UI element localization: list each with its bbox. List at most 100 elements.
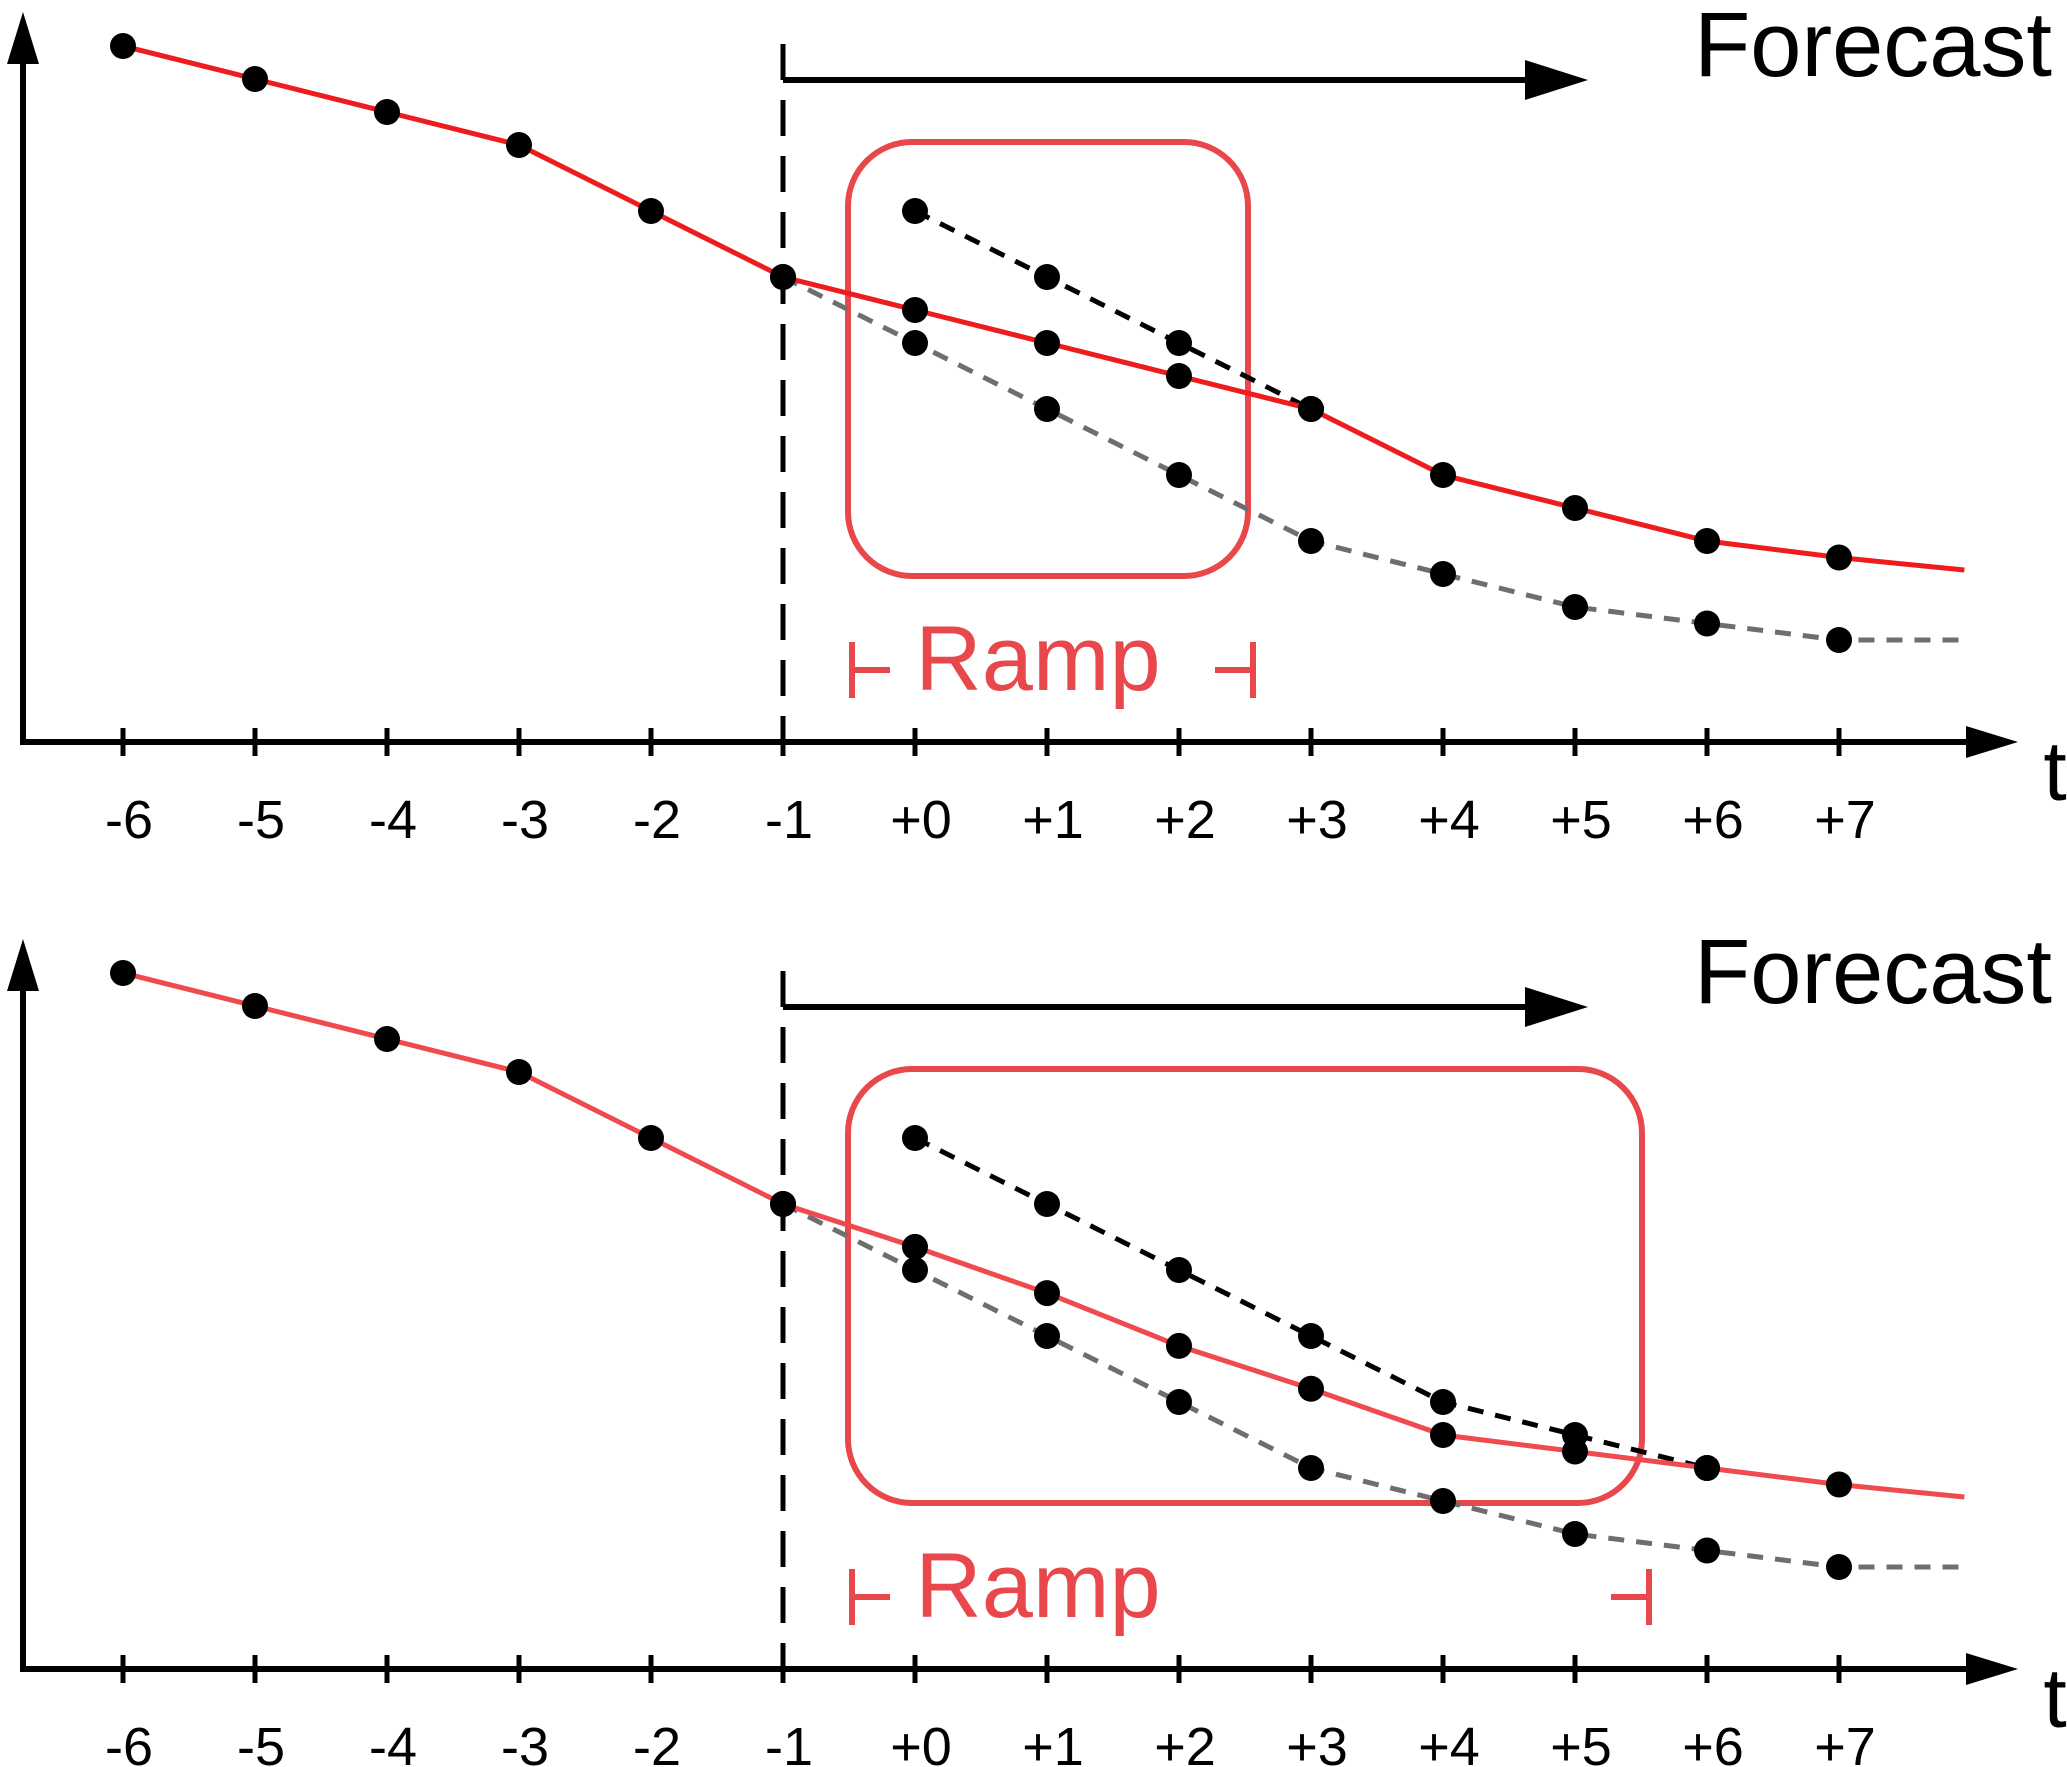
- series-observed-point: [770, 1191, 796, 1217]
- series-observed-point: [110, 33, 136, 59]
- forecast-arrow-icon: [1525, 987, 1588, 1027]
- x-tick-label: -5: [237, 790, 285, 850]
- series-forecast-lower-point: [1694, 610, 1720, 637]
- forecast-arrow-icon: [1525, 60, 1588, 100]
- series-forecast-upper-point: [1298, 1323, 1324, 1349]
- series-observed-point: [1562, 495, 1588, 521]
- ramp-label: Ramp: [915, 1535, 1160, 1637]
- series-observed-point: [374, 99, 400, 125]
- series-forecast-lower-point: [1166, 462, 1192, 488]
- x-tick-label: +0: [890, 790, 952, 850]
- x-tick-label: -6: [105, 790, 153, 850]
- series-observed-point: [1694, 528, 1720, 554]
- time-axis-label: t: [2043, 1651, 2066, 1745]
- series-observed-point: [1166, 363, 1192, 389]
- series-observed-point: [902, 297, 928, 323]
- series-observed-point: [1298, 396, 1324, 422]
- series-forecast-upper-line: [913, 1135, 1708, 1471]
- series-forecast-lower-point: [1430, 561, 1456, 587]
- x-axis-arrow-icon: [1966, 1653, 2018, 1685]
- series-forecast-lower-point: [902, 1257, 928, 1283]
- series-forecast-upper-point: [1166, 1257, 1192, 1283]
- series-observed-point: [1166, 1332, 1192, 1359]
- x-tick-label: -1: [765, 790, 813, 850]
- series-observed-point: [638, 198, 664, 224]
- x-tick-label: +7: [1814, 790, 1876, 850]
- x-tick-label: -4: [369, 790, 417, 850]
- series-forecast-lower-point: [1298, 1455, 1324, 1481]
- series-forecast-lower-point: [1430, 1488, 1456, 1514]
- forecast-label: Forecast: [1694, 0, 2052, 96]
- series-observed-point: [770, 264, 796, 290]
- series-observed-point: [506, 1059, 532, 1085]
- x-tick-label: +4: [1418, 1717, 1480, 1767]
- x-tick-label: +4: [1418, 790, 1480, 850]
- series-forecast-lower-point: [1034, 1323, 1060, 1349]
- x-tick-label: +6: [1682, 790, 1744, 850]
- series-observed-point: [1034, 330, 1060, 356]
- series-observed-point: [1826, 544, 1852, 571]
- series-observed-point: [638, 1125, 664, 1151]
- series-observed-point: [1562, 1438, 1588, 1465]
- x-tick-label: +2: [1154, 790, 1216, 850]
- series-forecast-upper-point: [1034, 264, 1060, 290]
- forecast-label: Forecast: [1694, 921, 2052, 1023]
- x-tick-label: -6: [105, 1717, 153, 1767]
- series-forecast-lower-point: [1562, 1521, 1588, 1547]
- x-tick-label: -1: [765, 1717, 813, 1767]
- x-tick-label: +5: [1550, 790, 1612, 850]
- x-tick-label: +1: [1022, 790, 1084, 850]
- series-forecast-lower-point: [1166, 1389, 1192, 1415]
- ramp-box: [845, 139, 1251, 579]
- series-observed-point: [242, 66, 268, 92]
- series-forecast-upper-line: [913, 208, 1313, 412]
- y-axis-arrow-icon: [7, 939, 39, 991]
- series-observed-point: [1826, 1471, 1852, 1498]
- series-observed-point: [1298, 1375, 1324, 1402]
- x-tick-label: +7: [1814, 1717, 1876, 1767]
- series-forecast-upper-point: [902, 1125, 928, 1151]
- series-observed-point: [1430, 462, 1456, 488]
- x-tick-label: +0: [890, 1717, 952, 1767]
- x-tick-label: -3: [501, 1717, 549, 1767]
- series-observed-point: [1430, 1422, 1456, 1448]
- x-tick-label: +2: [1154, 1717, 1216, 1767]
- series-observed-point: [374, 1026, 400, 1052]
- y-axis-arrow-icon: [7, 12, 39, 64]
- x-axis-arrow-icon: [1966, 726, 2018, 758]
- x-tick-label: +5: [1550, 1717, 1612, 1767]
- x-tick-label: -4: [369, 1717, 417, 1767]
- ramp-box: [845, 1066, 1645, 1506]
- series-observed-point: [1694, 1455, 1720, 1481]
- series-forecast-lower-point: [1298, 528, 1324, 554]
- x-tick-label: -2: [633, 790, 681, 850]
- series-forecast-lower-line: [781, 274, 1965, 643]
- series-forecast-lower-line: [781, 1201, 1965, 1570]
- x-tick-label: -2: [633, 1717, 681, 1767]
- series-observed-point: [506, 132, 532, 158]
- ramp-label: Ramp: [915, 608, 1160, 710]
- panel-bottom: -6 -5 -4 -3 -2 -1 +0 +1 +2 +3 +4 +5 +6 +7 Forecast Ramp…: [7, 921, 2067, 1767]
- series-forecast-lower-point: [902, 330, 928, 356]
- series-forecast-upper-point: [902, 198, 928, 224]
- series-observed-line: [122, 970, 1965, 1500]
- series-forecast-upper-point: [1034, 1191, 1060, 1217]
- x-tick-label: +3: [1286, 790, 1348, 850]
- x-tick-label: +3: [1286, 1717, 1348, 1767]
- series-observed-point: [110, 960, 136, 986]
- series-observed-line: [122, 43, 1965, 573]
- series-observed-point: [1034, 1280, 1060, 1307]
- time-axis-label: t: [2043, 724, 2066, 818]
- series-forecast-lower-point: [1562, 594, 1588, 620]
- series-forecast-upper-point: [1430, 1389, 1456, 1415]
- panel-top: -6 -5 -4 -3 -2 -1 +0 +1 +2 +3 +4 +5 +6 +7 Forecast Ramp…: [7, 0, 2067, 850]
- x-tick-label: +6: [1682, 1717, 1744, 1767]
- series-forecast-lower-point: [1694, 1537, 1720, 1564]
- series-forecast-upper-point: [1166, 330, 1192, 356]
- series-observed-point: [902, 1233, 928, 1260]
- series-forecast-lower-point: [1826, 627, 1852, 653]
- x-tick-label: +1: [1022, 1717, 1084, 1767]
- series-forecast-lower-point: [1034, 396, 1060, 422]
- x-tick-label: -5: [237, 1717, 285, 1767]
- x-tick-label: -3: [501, 790, 549, 850]
